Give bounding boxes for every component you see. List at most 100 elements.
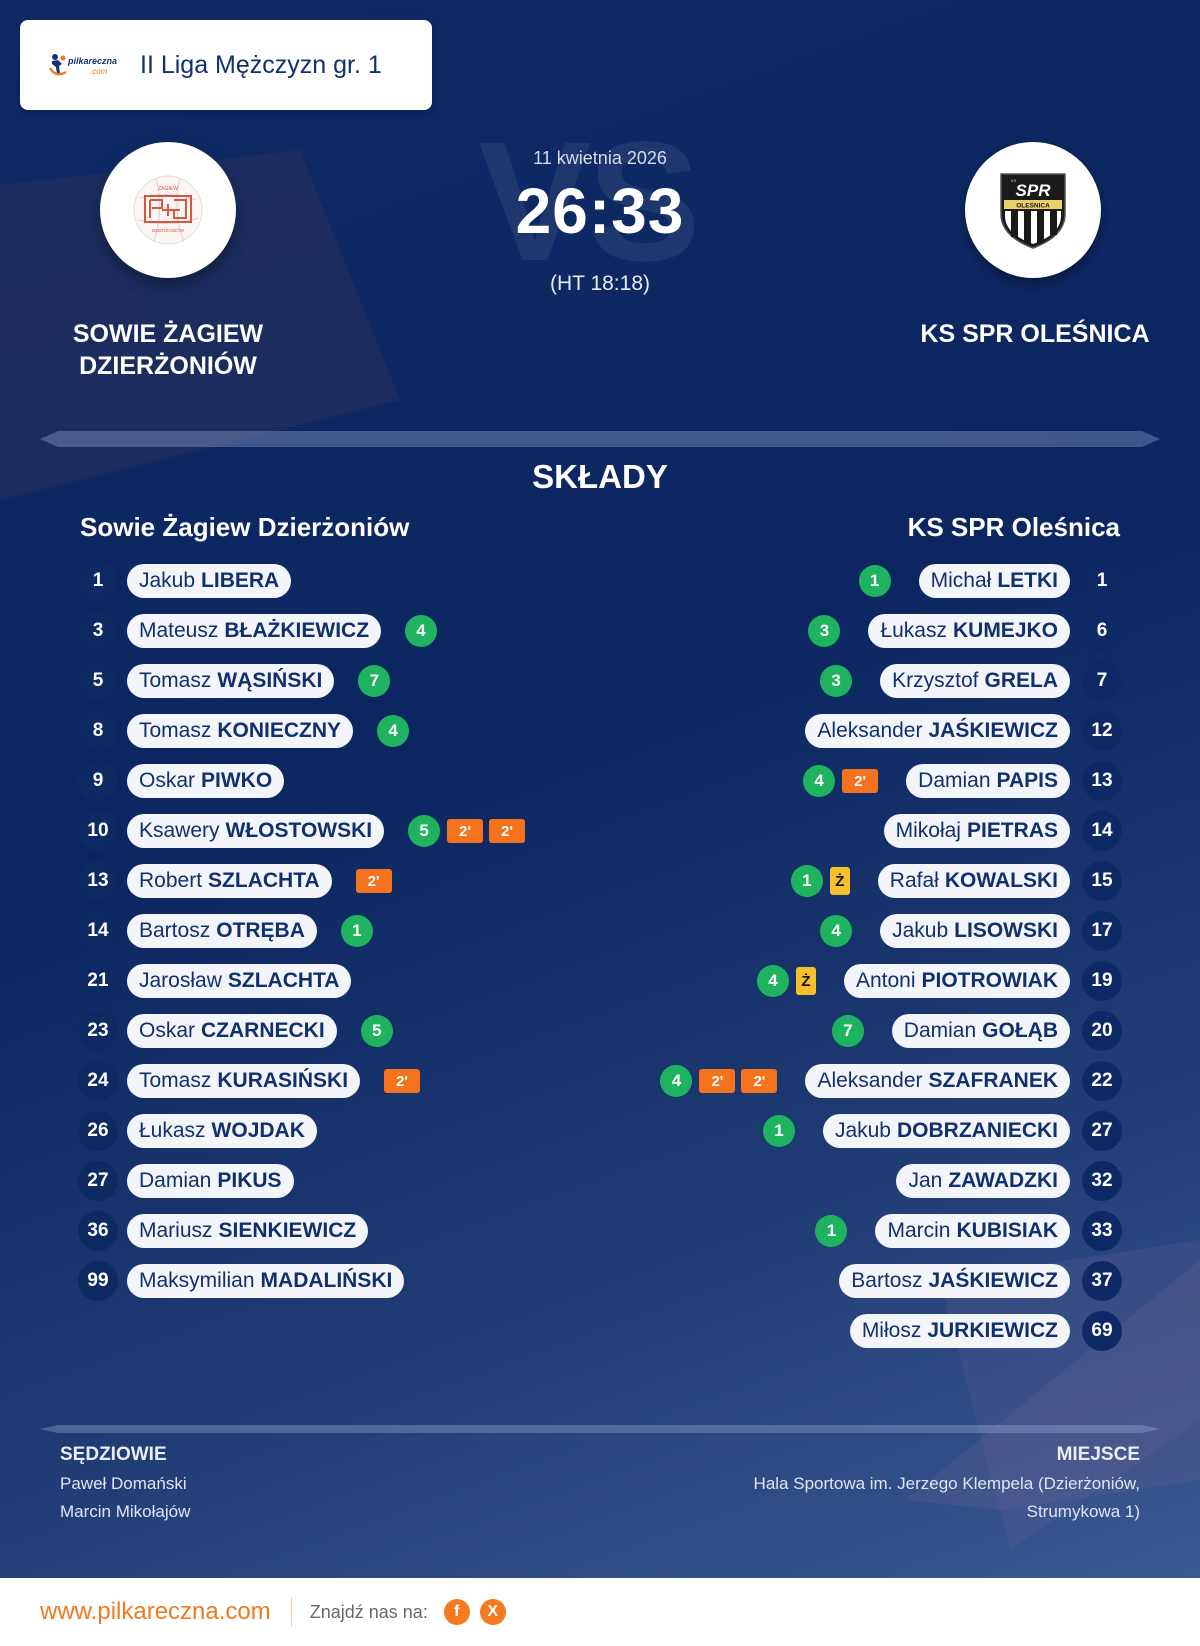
svg-text:DZIERŻONIÓW: DZIERŻONIÓW [152,227,185,233]
player-row[interactable]: 4 Ż Antoni PIOTROWIAK 19 [660,956,1122,1006]
player-name[interactable]: Maksymilian MADALIŃSKI [127,1264,405,1298]
player-row[interactable]: 99 Maksymilian MADALIŃSKI [78,1256,525,1306]
player-stats: 7 [831,1015,864,1047]
player-name[interactable]: Jan ZAWADZKI [896,1164,1070,1198]
player-row[interactable]: 1 Marcin KUBISIAK 33 [660,1206,1122,1256]
player-name[interactable]: Damian PAPIS [906,764,1070,798]
player-row[interactable]: 36 Mariusz SIENKIEWICZ [78,1206,525,1256]
player-row[interactable]: 1 Jakub LIBERA [78,556,525,606]
player-row[interactable]: 23 Oskar CZARNECKI 5 [78,1006,525,1056]
player-row[interactable]: 14 Bartosz OTRĘBA 1 [78,906,525,956]
player-first-name: Tomasz [139,669,212,692]
shirt-number: 1 [1082,561,1122,601]
shirt-number: 24 [78,1061,118,1101]
away-team-logo[interactable]: SPR KS OLEŚNICA [965,142,1101,278]
player-row[interactable]: Mikołaj PIETRAS 14 [660,806,1122,856]
player-name[interactable]: Damian GOŁĄB [891,1014,1070,1048]
player-last-name: LIBERA [201,569,280,592]
player-row[interactable]: 3 Mateusz BŁAŻKIEWICZ 4 [78,606,525,656]
player-first-name: Łukasz [139,1119,206,1142]
home-team-logo[interactable]: ŻAGIEW DZIERŻONIÓW [100,142,236,278]
player-name[interactable]: Marcin KUBISIAK [875,1214,1070,1248]
player-name[interactable]: Mariusz SIENKIEWICZ [127,1214,369,1248]
player-name[interactable]: Mikołaj PIETRAS [883,814,1070,848]
x-icon[interactable]: X [479,1599,506,1625]
shirt-number: 23 [78,1011,118,1051]
player-row[interactable]: 8 Tomasz KONIECZNY 4 [78,706,525,756]
player-name[interactable]: Ksawery WŁOSTOWSKI [127,814,385,848]
player-row[interactable]: 27 Damian PIKUS [78,1156,525,1206]
player-name[interactable]: Aleksander JAŚKIEWICZ [805,714,1070,748]
player-row[interactable]: 24 Tomasz KURASIŃSKI 2' [78,1056,525,1106]
shirt-number: 3 [78,611,118,651]
player-name[interactable]: Jakub LISOWSKI [880,914,1070,948]
player-row[interactable]: 4 2' 2' Aleksander SZAFRANEK 22 [660,1056,1122,1106]
player-row[interactable]: 10 Ksawery WŁOSTOWSKI 5 2' 2' [78,806,526,856]
player-name[interactable]: Tomasz KONIECZNY [127,714,354,748]
yellow-card-badge: Ż [795,967,816,995]
player-row[interactable]: 1 Jakub DOBRZANIECKI 27 [660,1106,1122,1156]
home-lineup-title: Sowie Żagiew Dzierżoniów [80,512,410,542]
match-card: pilkareczna .com II Liga Mężczyzn gr. 1 … [0,0,1200,1578]
player-name[interactable]: Tomasz KURASIŃSKI [127,1064,361,1098]
player-name[interactable]: Krzysztof GRELA [880,664,1070,698]
player-name[interactable]: Oskar PIWKO [127,764,285,798]
player-name[interactable]: Jakub LIBERA [127,564,292,598]
player-row[interactable]: 3 Łukasz KUMEJKO 6 [660,606,1122,656]
goals-badge: 1 [762,1115,795,1147]
player-row[interactable]: 4 Jakub LISOWSKI 17 [660,906,1122,956]
player-name[interactable]: Antoni PIOTROWIAK [843,964,1070,998]
player-row[interactable]: 5 Tomasz WĄSIŃSKI 7 [78,656,525,706]
divider [40,431,1160,447]
player-row[interactable]: 21 Jarosław SZLACHTA [78,956,525,1006]
player-name[interactable]: Rafał KOWALSKI [877,864,1070,898]
player-stats: 1 [762,1115,795,1147]
player-name[interactable]: Jakub DOBRZANIECKI [822,1114,1070,1148]
player-row[interactable]: Aleksander JAŚKIEWICZ 12 [660,706,1122,756]
player-stats: 4 2' 2' [660,1065,778,1097]
venue-text: Hala Sportowa im. Jerzego Klempela (Dzie… [753,1474,1140,1521]
player-row[interactable]: 1 Michał LETKI 1 [660,556,1122,606]
player-name[interactable]: Robert SZLACHTA [127,864,332,898]
shirt-number: 22 [1082,1061,1122,1101]
player-first-name: Jakub [139,569,196,592]
player-row[interactable]: 3 Krzysztof GRELA 7 [660,656,1122,706]
player-last-name: LETKI [997,569,1058,592]
player-row[interactable]: 7 Damian GOŁĄB 20 [660,1006,1122,1056]
player-last-name: WĄSIŃSKI [217,669,323,692]
player-name[interactable]: Aleksander SZAFRANEK [805,1064,1070,1098]
website-link[interactable]: www.pilkareczna.com [40,1598,271,1625]
player-row[interactable]: Bartosz JAŚKIEWICZ 37 [660,1256,1122,1306]
player-stats: 2' [384,1069,421,1093]
player-name[interactable]: Michał LETKI [918,564,1070,598]
player-row[interactable]: 4 2' Damian PAPIS 13 [660,756,1122,806]
shirt-number: 6 [1082,611,1122,651]
player-name[interactable]: Bartosz OTRĘBA [127,914,317,948]
player-name[interactable]: Mateusz BŁAŻKIEWICZ [127,614,382,648]
shirt-number: 19 [1082,961,1122,1001]
player-first-name: Marcin [887,1219,951,1242]
shirt-number: 5 [78,661,118,701]
player-row[interactable]: 9 Oskar PIWKO [78,756,525,806]
player-stats: 4 [377,715,410,747]
player-name[interactable]: Oskar CZARNECKI [127,1014,337,1048]
player-row[interactable]: Jan ZAWADZKI 32 [660,1156,1122,1206]
player-name[interactable]: Damian PIKUS [127,1164,294,1198]
player-name[interactable]: Jarosław SZLACHTA [127,964,352,998]
player-name[interactable]: Miłosz JURKIEWICZ [849,1314,1070,1348]
player-last-name: WŁOSTOWSKI [225,819,373,842]
pilkareczna-logo[interactable]: pilkareczna .com [48,50,120,80]
player-name[interactable]: Bartosz JAŚKIEWICZ [839,1264,1070,1298]
facebook-icon[interactable]: f [443,1599,470,1625]
player-name[interactable]: Łukasz KUMEJKO [868,614,1070,648]
player-name[interactable]: Łukasz WOJDAK [127,1114,317,1148]
player-first-name: Krzysztof [892,669,979,692]
player-name[interactable]: Tomasz WĄSIŃSKI [127,664,335,698]
player-row[interactable]: 1 Ż Rafał KOWALSKI 15 [660,856,1122,906]
player-row[interactable]: 13 Robert SZLACHTA 2' [78,856,525,906]
player-last-name: SZAFRANEK [928,1069,1059,1092]
player-last-name: JURKIEWICZ [927,1319,1058,1342]
player-row[interactable]: Miłosz JURKIEWICZ 69 [660,1306,1122,1356]
player-row[interactable]: 26 Łukasz WOJDAK [78,1106,525,1156]
shirt-number: 13 [78,861,118,901]
